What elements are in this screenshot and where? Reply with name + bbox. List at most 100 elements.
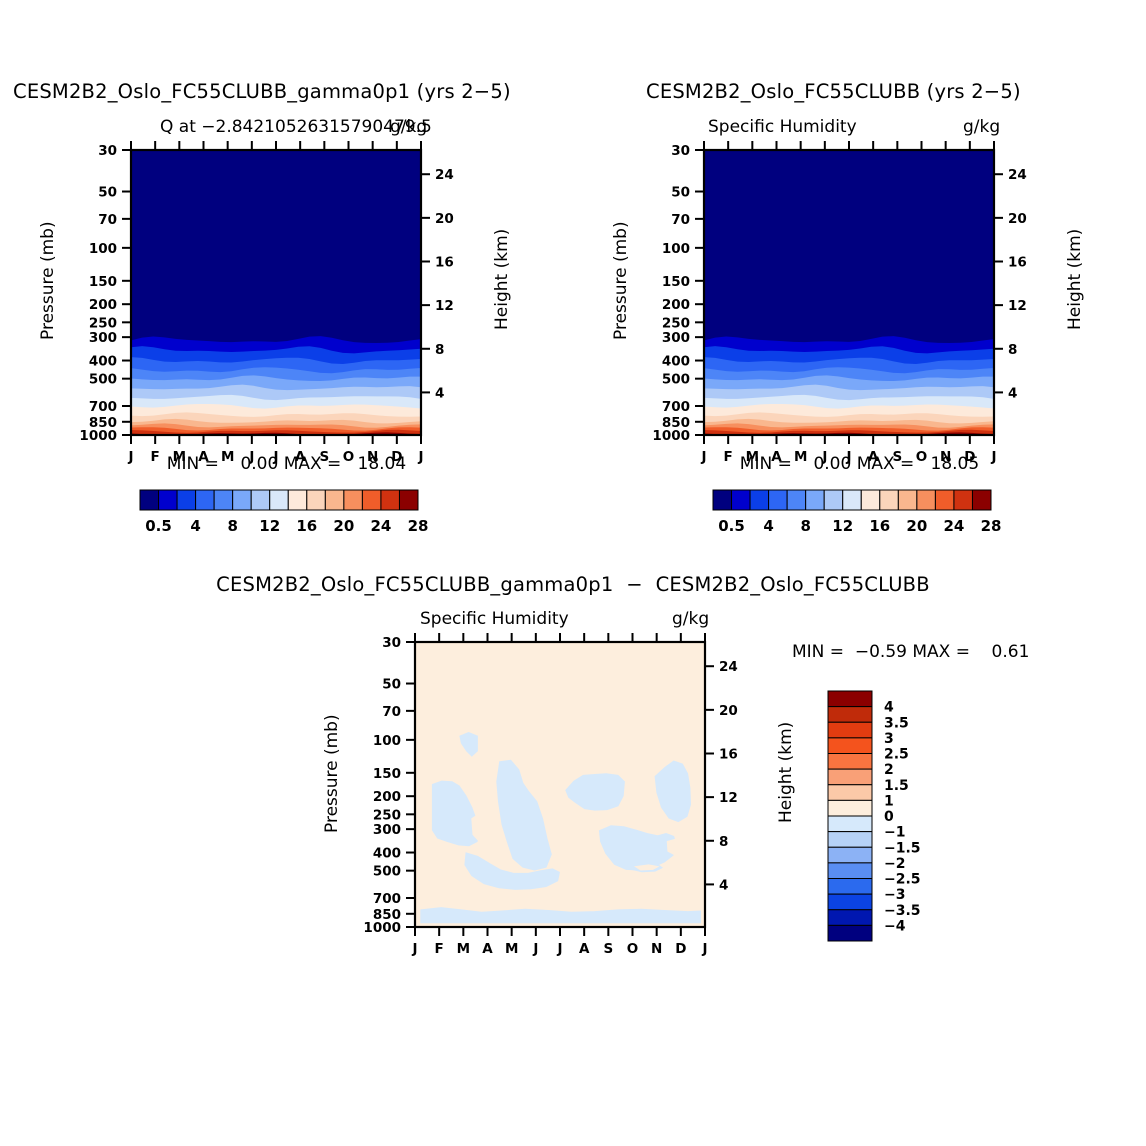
month-tick-label: O xyxy=(627,941,638,957)
pressure-tick-label: 850 xyxy=(373,907,401,923)
colorbar-tick-label: 12 xyxy=(259,517,280,535)
colorbar-tick-label: 16 xyxy=(869,517,890,535)
pressure-tick-label: 30 xyxy=(382,635,401,651)
pressure-tick-label: 70 xyxy=(382,704,401,720)
month-tick-label: J xyxy=(248,449,254,465)
month-tick-label: A xyxy=(198,449,209,465)
pressure-tick-label: 400 xyxy=(89,354,117,370)
colorbar-tick-label: 0.5 xyxy=(145,517,172,535)
colorbar-cell xyxy=(786,489,807,511)
difference-contour-hole xyxy=(633,864,660,871)
pressure-tick-label: 700 xyxy=(662,399,690,415)
pressure-tick-label: 70 xyxy=(98,212,117,228)
height-tick-label: 20 xyxy=(1008,211,1027,227)
difference-contour-fill-region xyxy=(415,642,705,927)
colorbar-tick-label: −4 xyxy=(884,918,906,934)
colorbar-cell xyxy=(971,489,992,511)
pressure-tick-label: 500 xyxy=(89,372,117,388)
colorbar-tick-label: 2.5 xyxy=(884,747,909,763)
height-tick-label: 20 xyxy=(719,703,738,719)
pressure-tick-label: 100 xyxy=(89,241,117,257)
difference-contour-patch xyxy=(496,759,552,871)
colorbar-tick-label: 28 xyxy=(408,517,429,535)
colorbar-cell xyxy=(827,799,873,817)
height-tick-label: 16 xyxy=(1008,254,1027,270)
colorbar-cell xyxy=(731,489,751,511)
colorbar-cell xyxy=(827,690,873,708)
month-tick-label: J xyxy=(701,941,707,957)
colorbar-cell xyxy=(827,753,873,770)
pressure-tick-label: 200 xyxy=(662,297,690,313)
panel-bottom-left-subtitle: Specific Humidity xyxy=(420,609,569,629)
colorbar-tick-label: 8 xyxy=(800,517,810,535)
month-tick-label: A xyxy=(579,941,590,957)
month-tick-label: J xyxy=(127,449,133,465)
panel-top-right-main-title: CESM2B2_Oslo_FC55CLUBB (yrs 2−5) xyxy=(646,80,1021,103)
pressure-tick-label: 1000 xyxy=(363,920,401,936)
pressure-tick-label: 50 xyxy=(98,185,117,201)
month-tick-label: J xyxy=(845,449,851,465)
pressure-tick-label: 200 xyxy=(373,789,401,805)
pressure-tick-label: 70 xyxy=(671,212,690,228)
pressure-tick-label: 100 xyxy=(373,733,401,749)
colorbar-tick-label: 12 xyxy=(832,517,853,535)
pressure-tick-label: 700 xyxy=(89,399,117,415)
month-tick-label: N xyxy=(651,941,662,957)
panel-top-right-left-subtitle: Specific Humidity xyxy=(708,117,857,137)
colorbar-cell xyxy=(139,489,160,511)
panel-top-left-min-max: MIN = 0.00 MAX = 18.04 xyxy=(166,454,407,474)
pressure-tick-label: 1000 xyxy=(79,428,117,444)
height-tick-label: 20 xyxy=(435,211,454,227)
colorbar-cell xyxy=(768,489,788,511)
colorbar-cell xyxy=(324,489,345,511)
pressure-tick-label: 400 xyxy=(662,354,690,370)
colorbar-cell xyxy=(860,489,881,511)
colorbar-tick-label: 4 xyxy=(763,517,773,535)
month-tick-label: F xyxy=(151,449,160,465)
height-tick-label: 8 xyxy=(719,834,728,850)
colorbar-tick-label: 4 xyxy=(884,700,894,716)
colorbar-cell xyxy=(827,924,873,942)
month-tick-label: M xyxy=(173,449,186,465)
pressure-tick-label: 850 xyxy=(662,415,690,431)
month-tick-label: D xyxy=(675,941,686,957)
panel-top-right: CESM2B2_Oslo_FC55CLUBB (yrs 2−5) Specifi… xyxy=(573,0,1146,545)
colorbar-cell xyxy=(250,489,271,511)
panel-top-left-main-title: CESM2B2_Oslo_FC55CLUBB_gamma0p1 (yrs 2−5… xyxy=(13,80,511,103)
difference-contour-patch xyxy=(565,773,625,811)
colorbar-cell xyxy=(827,893,873,911)
month-tick-label: J xyxy=(821,449,827,465)
month-tick-label: M xyxy=(457,941,470,957)
contour-fill-region xyxy=(131,150,421,435)
panel-top-left-right-subtitle: g/kg xyxy=(390,117,428,137)
colorbar-cell xyxy=(953,489,973,511)
difference-contour-hole xyxy=(471,812,492,843)
colorbar-tick-label: 20 xyxy=(906,517,927,535)
month-tick-label: J xyxy=(272,449,278,465)
panel-top-right-min-max: MIN = 0.00 MAX = 18.05 xyxy=(739,454,980,474)
colorbar-top-left: 0.5 4 8 12 16 20 24 28 xyxy=(139,489,429,535)
height-tick-label: 16 xyxy=(435,254,454,270)
colorbar-tick-label: −3.5 xyxy=(884,903,921,919)
colorbar-cell xyxy=(827,878,873,895)
colorbar-cell xyxy=(195,489,215,511)
pressure-tick-label: 200 xyxy=(89,297,117,313)
panel-top-left-left-subtitle: Q at −2.84210526315790479.5 xyxy=(160,117,432,137)
colorbar-cell xyxy=(827,815,873,833)
pressure-tick-label: 30 xyxy=(671,143,690,159)
colorbar-cell xyxy=(842,489,862,511)
colorbar-cell xyxy=(827,768,873,786)
colorbar-tick-label: −2.5 xyxy=(884,872,921,888)
month-tick-label: A xyxy=(482,941,493,957)
colorbar-tick-label: 8 xyxy=(227,517,237,535)
month-tick-label: O xyxy=(343,449,354,465)
colorbar-tick-label: −3 xyxy=(884,887,905,903)
height-tick-label: 8 xyxy=(1008,342,1017,358)
contour-plot-bottom: J F M A M J J A S O N D J305070100150200250300400500… xyxy=(363,633,738,957)
height-tick-label: 12 xyxy=(719,790,738,806)
panel-bottom-right-subtitle: g/kg xyxy=(672,609,710,629)
colorbar-tick-label: 0 xyxy=(884,809,894,825)
colorbar-cell xyxy=(398,489,419,511)
colorbar-tick-label: 16 xyxy=(296,517,317,535)
